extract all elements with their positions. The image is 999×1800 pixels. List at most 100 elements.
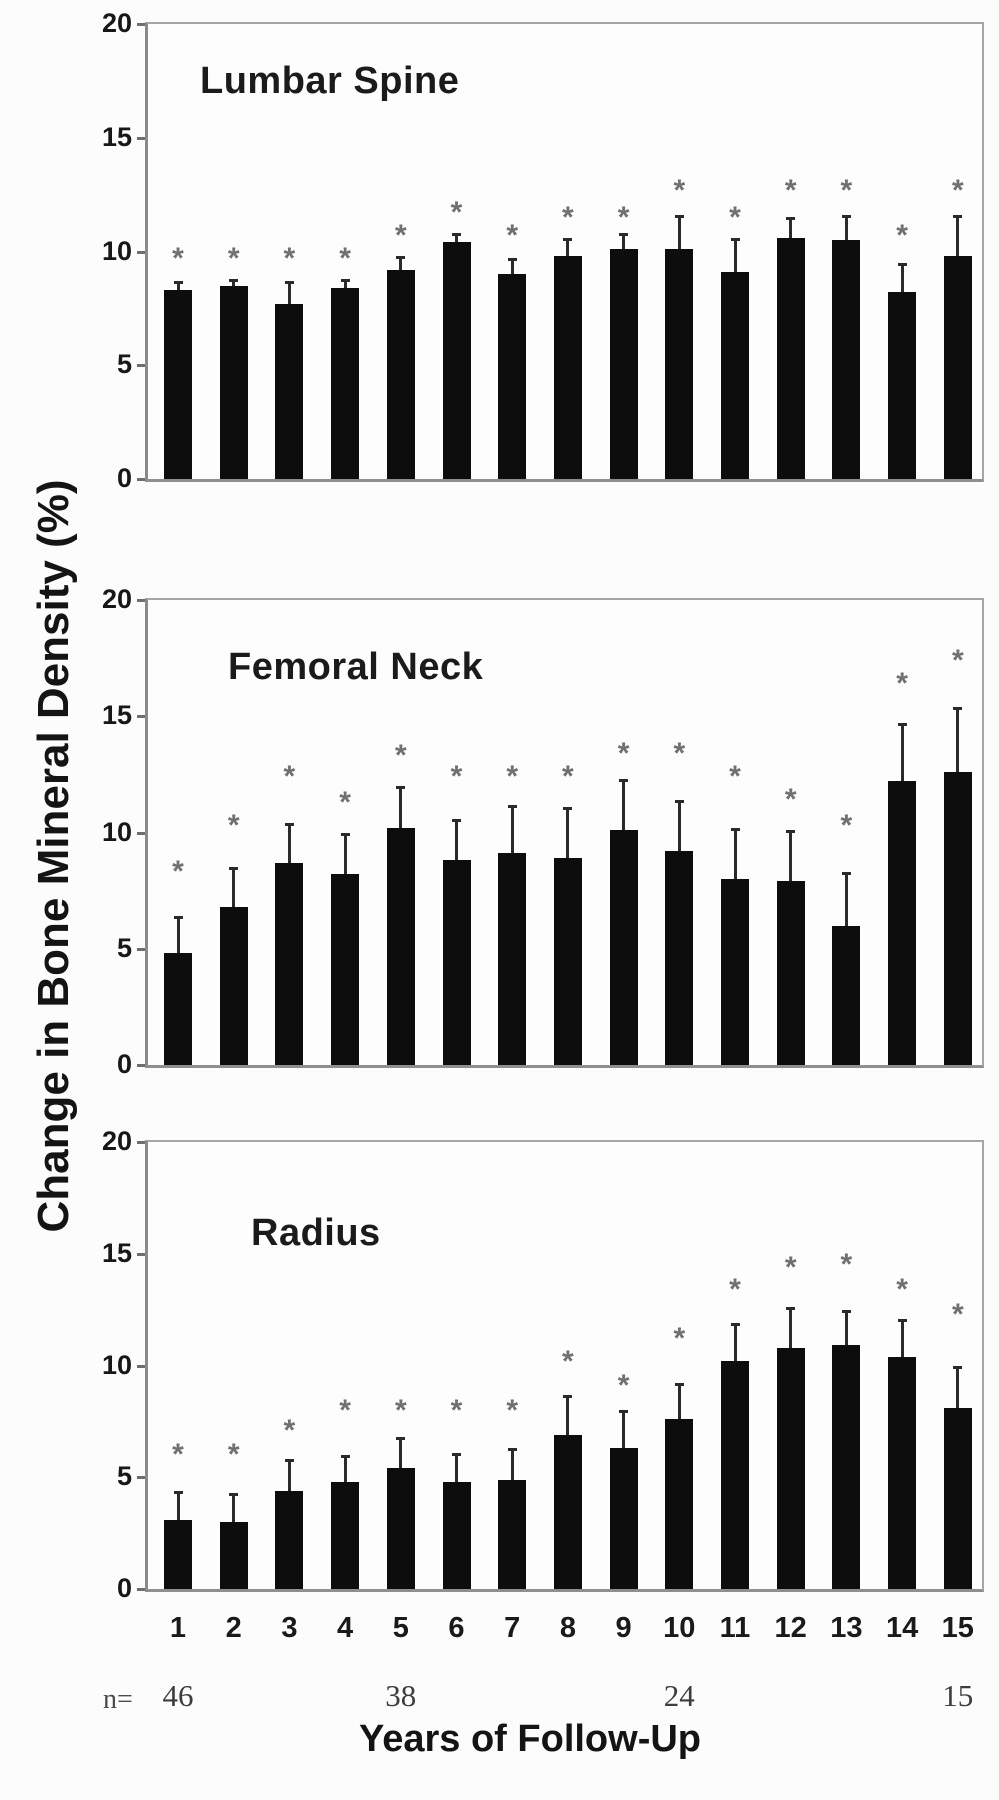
error-bar [287,281,291,304]
error-bar-cap [229,1492,239,1496]
error-bar-cap [340,278,350,282]
error-bar-cap [452,233,461,237]
bar-year-5 [386,827,415,1065]
bar-year-8 [553,1434,582,1589]
bar-year-4 [331,287,360,479]
error-bar-cap [340,832,350,836]
bar-year-4 [331,874,360,1065]
y-tick [137,23,145,26]
significance-asterisk: * [840,1248,853,1282]
bar-year-4 [331,1481,360,1589]
bar-year-11 [721,271,749,479]
bar-year-10 [665,249,694,479]
n-value-year-5: 38 [385,1678,417,1713]
error-bar [232,867,236,907]
error-bar-cap [563,237,573,241]
y-tick [137,478,145,481]
error-bar-cap [452,818,461,822]
x-tick-label-year-9: 9 [615,1612,632,1644]
error-bar [622,1410,626,1449]
bar-year-6 [442,1481,471,1589]
bar-year-8 [553,256,582,479]
error-bar [399,256,403,270]
significance-asterisk: * [283,241,296,275]
y-tick [137,1588,145,1591]
error-bar-cap [284,1459,294,1463]
significance-asterisk: * [951,1297,964,1331]
significance-asterisk: * [227,241,240,275]
bar-year-3 [275,862,304,1065]
significance-asterisk: * [840,808,853,842]
error-bar-cap [786,1307,796,1311]
error-bar [900,1318,904,1357]
y-tick-label: 20 [101,584,132,614]
bar-year-14 [888,781,917,1065]
error-bar-cap [507,804,517,808]
y-tick-label: 20 [101,1126,132,1156]
y-tick-label: 5 [116,932,132,963]
n-value-year-10: 24 [663,1678,695,1713]
y-tick [137,947,145,951]
bar-year-7 [498,1479,527,1589]
significance-asterisk: * [562,200,574,234]
bar-year-1 [164,953,192,1065]
significance-asterisk: * [840,173,853,207]
error-bar-cap [563,1394,573,1398]
significance-asterisk: * [617,736,630,770]
x-tick-label-year-4: 4 [337,1612,354,1644]
error-bar [844,1309,848,1346]
significance-asterisk: * [283,760,296,794]
significance-asterisk: * [673,173,686,207]
bar-year-5 [386,269,415,479]
error-bar [900,262,904,293]
y-tick-label: 5 [116,349,132,380]
error-bar [510,804,514,854]
error-bar [789,217,793,238]
y-tick-label: 10 [101,1349,132,1380]
y-tick-label: 5 [116,1461,132,1492]
y-tick [137,1141,145,1144]
significance-asterisk: * [729,760,741,794]
error-bar [232,278,236,286]
significance-asterisk: * [227,808,240,842]
x-tick-label-year-3: 3 [281,1612,298,1644]
bar-year-10 [665,851,694,1065]
significance-asterisk: * [172,855,184,889]
error-bar [343,1454,347,1482]
panel-title-radius: Radius [251,1212,381,1254]
error-bar [287,823,291,863]
error-bar-cap [841,1309,851,1313]
bar-year-13 [832,240,861,479]
bar-year-10 [665,1419,694,1589]
bar-year-6 [442,242,471,479]
significance-asterisk: * [896,219,908,253]
significance-asterisk: * [506,219,519,253]
significance-asterisk: * [506,760,519,794]
error-bar-cap [396,256,406,260]
error-bar-cap [841,872,851,876]
error-bar-cap [674,215,684,219]
error-bar [566,237,570,257]
error-bar [789,1307,793,1348]
error-bar [566,806,570,859]
error-bar-cap [730,237,740,241]
bar-year-12 [776,1347,805,1589]
significance-asterisk: * [339,241,351,275]
error-bar-cap [284,281,294,285]
error-bar [677,1383,681,1420]
panel-femoral-neck: Femoral Neck 0 5 10 15 20 * * * * * * * * * * * * * * * [102,586,984,1078]
error-bar-cap [563,806,573,810]
error-bar [677,215,681,250]
error-bar [789,830,793,882]
significance-asterisk: * [617,200,630,234]
error-bar [343,832,347,875]
y-tick [137,831,145,835]
significance-asterisk: * [784,173,797,207]
error-bar-cap [841,215,851,219]
error-bar [844,872,848,926]
y-tick [137,250,145,254]
bar-year-15 [943,772,972,1065]
error-bar [510,258,514,275]
error-bar [176,281,180,291]
bar-year-3 [275,1490,304,1589]
